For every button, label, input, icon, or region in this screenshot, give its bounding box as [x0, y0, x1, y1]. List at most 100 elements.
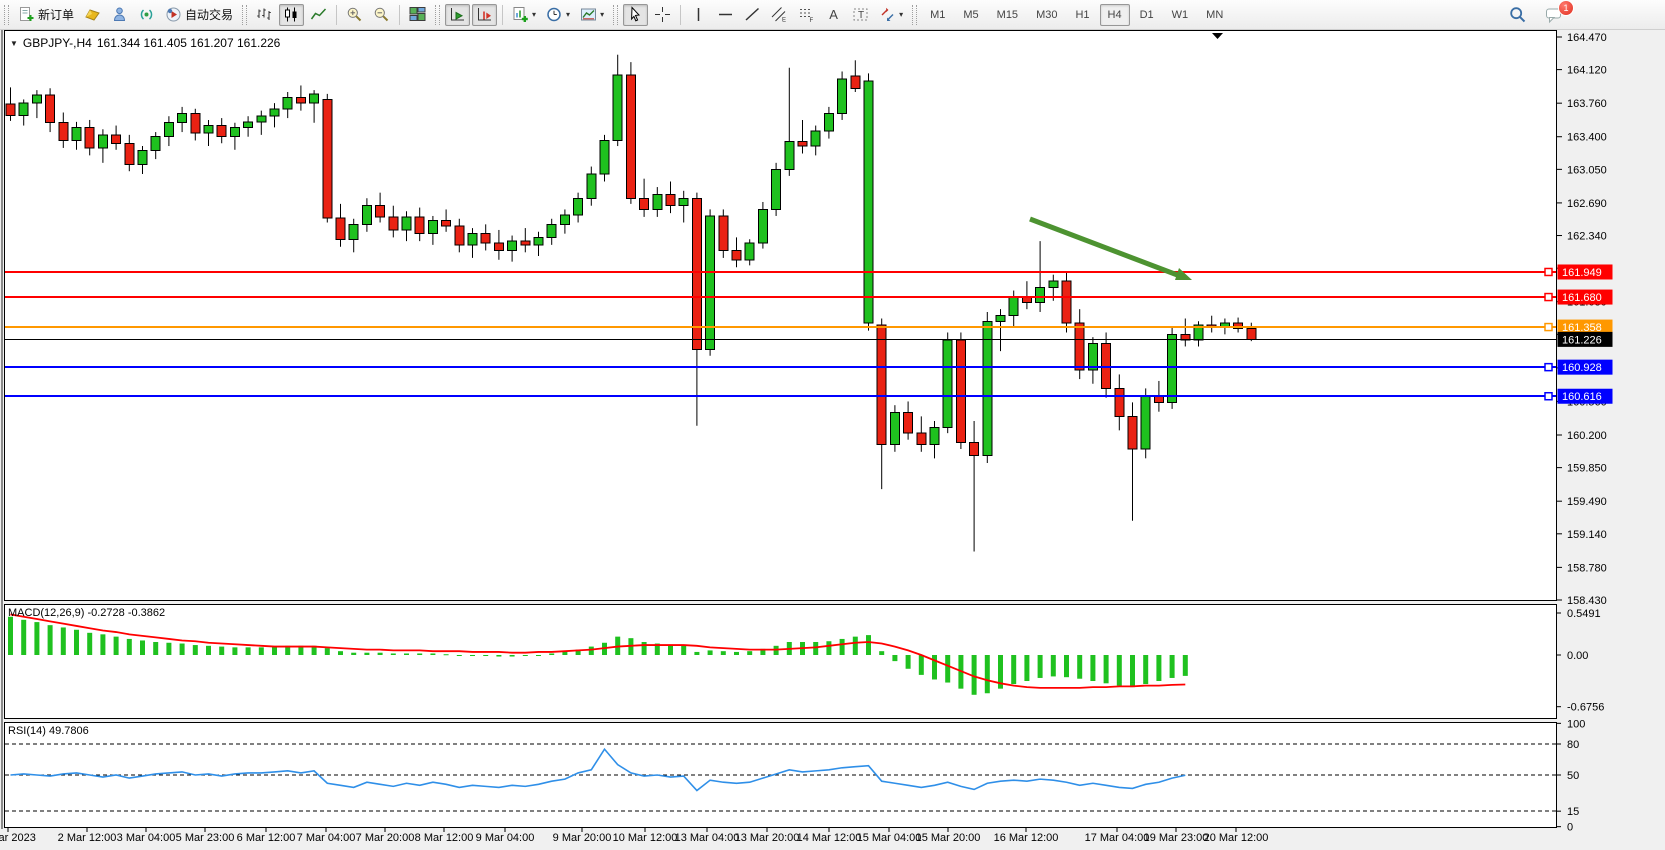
price-tick-label[interactable]: 159.490 — [1567, 496, 1607, 508]
price-tick-label[interactable]: 163.050 — [1567, 164, 1607, 176]
time-tick-label[interactable]: 19 Mar 23:00 — [1144, 832, 1209, 844]
tf-button-H4[interactable]: H4 — [1099, 3, 1130, 26]
arrows-tool-button[interactable]: ▾ — [875, 4, 907, 26]
new-order-button[interactable]: 新订单 — [14, 4, 78, 26]
templates-button[interactable]: ▾ — [576, 4, 608, 26]
time-tick-label[interactable]: 13 Mar 20:00 — [735, 832, 800, 844]
tf-button-M1[interactable]: M1 — [930, 8, 946, 21]
macd-histogram-bar — [984, 655, 990, 694]
crosshair-tool-button[interactable] — [650, 4, 675, 26]
time-tick-label[interactable]: 16 Mar 12:00 — [994, 832, 1059, 844]
horizontal-line-tool-button[interactable] — [713, 4, 738, 26]
time-tick-label[interactable]: 7 Mar 20:00 — [356, 832, 415, 844]
periods-button[interactable]: ▾ — [542, 4, 574, 26]
time-tick-label[interactable]: 1 Mar 2023 — [0, 832, 36, 844]
indicators-button[interactable]: ▾ — [508, 4, 540, 26]
accounts-button[interactable] — [107, 4, 132, 26]
macd-histogram-bar — [21, 619, 27, 655]
time-tick-label[interactable]: 5 Mar 23:00 — [176, 832, 235, 844]
macd-histogram-bar — [74, 629, 79, 655]
tf-button-M30[interactable]: M30 — [1036, 8, 1058, 21]
tf-button-W1[interactable]: W1 — [1171, 8, 1189, 21]
price-tick-label[interactable]: 163.760 — [1567, 98, 1607, 110]
candle — [401, 216, 412, 231]
line-chart-mode-button[interactable] — [306, 4, 331, 26]
notifications-button[interactable]: 1 — [1541, 0, 1574, 26]
time-tick-label[interactable]: 14 Mar 12:00 — [797, 832, 862, 844]
price-level-box — [1557, 289, 1613, 305]
time-tick-label[interactable]: 17 Mar 04:00 — [1085, 832, 1150, 844]
text-label-tool-button[interactable]: T — [848, 4, 873, 26]
macd-panel[interactable] — [4, 604, 1557, 719]
time-tick-label[interactable]: 9 Mar 20:00 — [553, 832, 612, 844]
scroll-end-marker-icon[interactable] — [1212, 33, 1223, 39]
vertical-line-tool-button[interactable] — [686, 4, 711, 26]
time-tick-label[interactable]: 13 Mar 04:00 — [675, 832, 740, 844]
trend-arrow-line[interactable] — [1029, 216, 1181, 279]
tf-button-H1[interactable]: H1 — [1075, 8, 1090, 21]
main-chart-panel[interactable] — [4, 30, 1557, 601]
macd-histogram-bar — [892, 655, 898, 662]
chart-shift-button[interactable] — [472, 3, 498, 26]
time-tick-label[interactable]: 8 Mar 12:00 — [415, 832, 474, 844]
search-button[interactable] — [1505, 4, 1531, 26]
chart-header[interactable]: ▼ GBPJPY-,H4 161.344 161.405 161.207 161… — [10, 36, 280, 50]
toolbar-grip[interactable] — [4, 4, 9, 25]
price-level-box-label: 160.616 — [1562, 391, 1602, 403]
time-tick-label[interactable]: 3 Mar 04:00 — [117, 832, 176, 844]
macd-histogram-bar — [179, 643, 185, 655]
text-tool-button[interactable]: A — [821, 4, 846, 26]
tile-windows-button[interactable] — [405, 4, 430, 26]
bar-chart-mode-button[interactable] — [252, 4, 277, 26]
rsi-tick-label: 0 — [1567, 822, 1573, 834]
market-watch-button[interactable] — [80, 4, 105, 26]
price-tick-label[interactable]: 162.690 — [1567, 198, 1607, 210]
price-tick-label[interactable]: 164.470 — [1567, 32, 1607, 44]
price-tick-label[interactable]: 159.850 — [1567, 463, 1607, 475]
rsi-tick-label: 100 — [1567, 718, 1585, 730]
macd-histogram-bar — [324, 648, 330, 655]
price-tick-label[interactable]: 160.200 — [1567, 430, 1607, 442]
price-tick-label[interactable]: 162.340 — [1567, 231, 1607, 243]
time-tick-label[interactable]: 20 Mar 12:00 — [1204, 832, 1269, 844]
time-tick-label[interactable]: 10 Mar 12:00 — [613, 832, 678, 844]
rsi-panel[interactable] — [4, 722, 1557, 828]
time-tick-label[interactable]: 7 Mar 04:00 — [297, 832, 356, 844]
fibonacci-tool-button[interactable]: F — [794, 4, 819, 26]
candle — [744, 242, 755, 261]
macd-histogram-bar — [720, 651, 726, 655]
price-tick-label[interactable]: 163.400 — [1567, 132, 1607, 144]
candlestick-mode-button[interactable] — [279, 3, 305, 26]
tf-button-MN[interactable]: MN — [1206, 8, 1224, 21]
time-tick-label[interactable]: 2 Mar 12:00 — [58, 832, 117, 844]
tf-button-M5[interactable]: M5 — [963, 8, 979, 21]
candle — [1061, 280, 1072, 324]
toolbar-grip[interactable] — [912, 4, 918, 25]
price-tick-label[interactable]: 159.140 — [1567, 529, 1607, 541]
candle — [1101, 343, 1112, 389]
tf-button-D1[interactable]: D1 — [1139, 8, 1154, 21]
zoom-in-button[interactable] — [342, 4, 367, 26]
trendline-tool-button[interactable] — [740, 4, 765, 26]
auto-trading-button[interactable]: 自动交易 — [161, 4, 237, 26]
macd-histogram-bar — [311, 645, 317, 655]
price-tick-label[interactable]: 158.430 — [1567, 595, 1607, 607]
time-tick-label[interactable]: 9 Mar 04:00 — [476, 832, 535, 844]
signals-button[interactable] — [134, 4, 159, 26]
channel-tool-button[interactable]: E — [767, 4, 792, 26]
auto-scroll-button[interactable] — [445, 3, 471, 26]
zoom-out-button[interactable] — [369, 4, 394, 26]
tf-button-M15[interactable]: M15 — [996, 8, 1019, 21]
candle — [454, 225, 465, 246]
time-tick-label[interactable]: 15 Mar 04:00 — [857, 832, 922, 844]
price-tick-label[interactable]: 158.780 — [1567, 562, 1607, 574]
cursor-tool-button[interactable] — [623, 3, 649, 26]
time-tick-label[interactable]: 6 Mar 12:00 — [237, 832, 296, 844]
toolbar-grip[interactable] — [435, 4, 441, 25]
price-tick-label[interactable]: 164.120 — [1567, 65, 1607, 77]
macd-histogram-bar — [1037, 655, 1043, 678]
toolbar-grip[interactable] — [613, 4, 619, 25]
time-tick-label[interactable]: 15 Mar 20:00 — [916, 832, 981, 844]
toolbar-grip[interactable] — [242, 4, 248, 25]
